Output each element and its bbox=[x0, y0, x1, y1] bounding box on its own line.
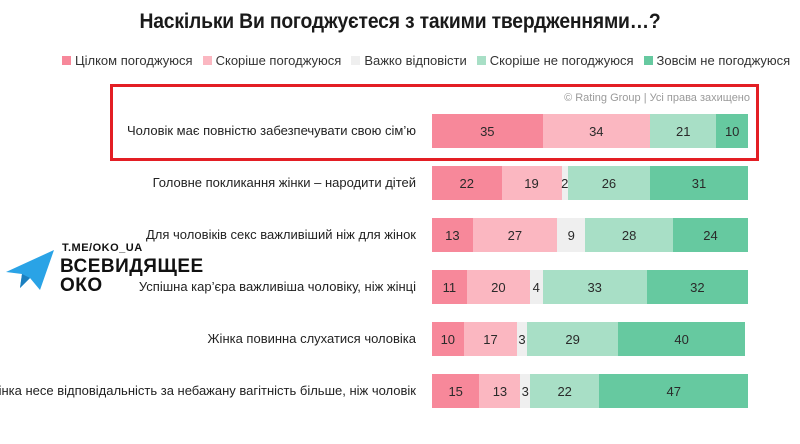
bar-segment: 10 bbox=[716, 114, 748, 148]
legend-label: Скоріше погоджуюся bbox=[215, 53, 342, 68]
legend-label: Зовсім не погоджуюся bbox=[656, 53, 791, 68]
copyright-note: © Rating Group | Усі права захищено bbox=[564, 92, 750, 104]
category-label: Успішна кар’єра важливіша чоловіку, ніж … bbox=[138, 279, 416, 294]
watermark-name-line2: ОКО bbox=[60, 275, 103, 296]
bar-segment: 22 bbox=[432, 166, 502, 200]
bar-segment: 11 bbox=[432, 270, 467, 304]
bar-segment: 3 bbox=[517, 322, 527, 356]
bar-segment: 32 bbox=[646, 270, 748, 304]
legend: Цілком погоджуюся Скоріше погоджуюся Важко… bbox=[62, 53, 800, 68]
legend-swatch bbox=[476, 56, 486, 65]
bar-segment: 27 bbox=[472, 218, 558, 252]
watermark-logo bbox=[4, 244, 56, 299]
bar-segment: 15 bbox=[432, 374, 480, 408]
bar-segment: 28 bbox=[585, 218, 673, 252]
legend-label: Цілком погоджуюся bbox=[75, 53, 193, 68]
legend-swatch bbox=[62, 56, 71, 65]
bar-segment: 10 bbox=[432, 322, 464, 356]
stacked-bar: 15 13 3 22 47 bbox=[432, 374, 748, 408]
watermark-name-line1: ВСЕВИДЯЩЕЕ bbox=[60, 256, 204, 277]
category-label: Жінка несе відповідальність за небажану … bbox=[0, 383, 416, 398]
bar-segment: 2 bbox=[561, 166, 568, 200]
legend-item: Цілком погоджуюся bbox=[62, 53, 193, 68]
stacked-bar: 35 34 21 10 bbox=[432, 114, 748, 148]
bar-segment: 22 bbox=[529, 374, 600, 408]
telegram-plane-icon bbox=[6, 250, 54, 290]
bar-segment: 17 bbox=[463, 322, 518, 356]
bar-segment: 3 bbox=[520, 374, 530, 408]
highlight-box bbox=[110, 84, 759, 161]
bar-segment: 31 bbox=[650, 166, 748, 200]
legend-label: Важко відповісти bbox=[364, 53, 467, 68]
legend-swatch bbox=[351, 56, 361, 65]
bar-segment: 47 bbox=[599, 374, 748, 408]
bar-segment: 19 bbox=[501, 166, 562, 200]
stacked-bar: 10 17 3 29 40 bbox=[432, 322, 748, 356]
legend-item: Скоріше погоджуюся bbox=[202, 53, 342, 68]
bar-segment: 20 bbox=[466, 270, 530, 304]
watermark-url: T.ME/OKO_UA bbox=[62, 242, 143, 254]
bar-segment: 13 bbox=[432, 218, 473, 252]
legend-swatch bbox=[643, 56, 653, 65]
legend-item: Важко відповісти bbox=[351, 53, 467, 68]
category-label: Жінка повинна слухатися чоловіка bbox=[207, 331, 416, 346]
bar-segment: 21 bbox=[650, 114, 717, 148]
bar-segment: 4 bbox=[529, 270, 543, 304]
bar-segment: 24 bbox=[672, 218, 748, 252]
bar-segment: 13 bbox=[479, 374, 521, 408]
stacked-bar: 22 19 2 26 31 bbox=[432, 166, 748, 200]
legend-item: Скоріше не погоджуюся bbox=[476, 53, 634, 68]
bar-segment: 9 bbox=[557, 218, 586, 252]
category-label: Для чоловіків секс важливіший ніж для жі… bbox=[145, 227, 416, 242]
bar-segment: 33 bbox=[542, 270, 647, 304]
legend-label: Скоріше не погоджуюся bbox=[489, 53, 634, 68]
bar-segment: 34 bbox=[542, 114, 651, 148]
category-label: Чоловік має повністю забезпечувати свою … bbox=[127, 123, 416, 138]
legend-item: Зовсім не погоджуюся bbox=[643, 53, 791, 68]
stacked-bar: 11 20 4 33 32 bbox=[432, 270, 748, 304]
legend-swatch bbox=[202, 56, 212, 65]
bar-segment: 35 bbox=[432, 114, 543, 148]
watermark-name: ВСЕВИДЯЩЕЕ ОКО bbox=[60, 257, 204, 295]
stacked-bar: 13 27 9 28 24 bbox=[432, 218, 748, 252]
category-label: Головне покликання жінки – народити діте… bbox=[152, 175, 416, 190]
bar-segment: 40 bbox=[618, 322, 745, 356]
bar-segment: 29 bbox=[526, 322, 619, 356]
chart-title: Наскільки Ви погоджуєтеся з такими тверд… bbox=[139, 10, 661, 33]
bar-segment: 26 bbox=[567, 166, 651, 200]
